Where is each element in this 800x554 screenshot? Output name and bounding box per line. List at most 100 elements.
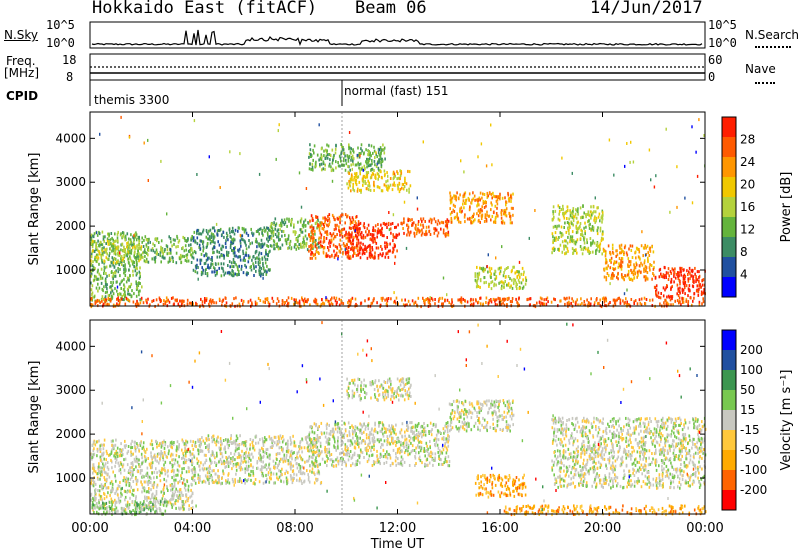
data-cell — [140, 441, 142, 445]
noise-cell — [160, 159, 162, 163]
data-cell — [464, 220, 466, 224]
noise-cell — [239, 152, 241, 156]
data-cell — [183, 503, 186, 506]
data-cell — [117, 493, 119, 497]
data-cell — [261, 245, 264, 249]
data-cell — [279, 457, 282, 461]
colorbar-tick-label: 12 — [740, 223, 755, 237]
data-cell — [485, 296, 488, 300]
data-cell — [308, 444, 310, 448]
data-cell — [300, 479, 303, 483]
data-cell — [359, 221, 362, 225]
data-cell — [499, 297, 501, 301]
data-cell — [683, 279, 685, 283]
data-cell — [669, 298, 672, 302]
data-cell — [180, 474, 182, 478]
data-cell — [670, 280, 673, 284]
data-cell — [310, 252, 312, 256]
data-cell — [93, 447, 95, 451]
data-cell — [679, 282, 681, 286]
data-cell — [612, 298, 615, 302]
data-cell — [496, 202, 499, 206]
data-cell — [138, 270, 141, 274]
data-cell — [447, 219, 450, 223]
data-cell — [290, 221, 293, 225]
data-cell — [595, 216, 598, 220]
data-cell — [579, 206, 582, 210]
data-cell — [485, 219, 488, 223]
data-cell — [359, 245, 361, 249]
data-cell — [216, 271, 218, 274]
data-cell — [500, 213, 503, 217]
data-cell — [116, 297, 118, 301]
data-cell — [270, 471, 272, 475]
data-cell — [199, 258, 202, 262]
data-cell — [377, 229, 379, 233]
data-cell — [92, 467, 95, 471]
data-cell — [102, 238, 105, 242]
data-cell — [127, 445, 130, 448]
data-cell — [307, 459, 310, 463]
data-cell — [386, 226, 388, 229]
data-cell — [99, 447, 102, 451]
data-cell — [624, 244, 627, 248]
data-cell — [392, 248, 395, 252]
data-cell — [310, 153, 312, 156]
data-cell — [131, 470, 134, 474]
noise-cell — [398, 182, 401, 186]
data-cell — [132, 493, 135, 497]
data-cell — [134, 245, 136, 249]
data-cell — [348, 154, 351, 158]
data-cell — [98, 439, 100, 443]
data-cell — [274, 461, 277, 465]
data-cell — [224, 465, 226, 469]
noise-cell — [487, 253, 489, 257]
data-cell — [184, 244, 187, 248]
data-cell — [582, 248, 585, 252]
data-cell — [677, 294, 680, 297]
y-tick-label: 2000 — [55, 219, 86, 233]
data-cell — [141, 236, 143, 240]
data-cell — [101, 466, 103, 470]
data-cell — [155, 439, 157, 443]
data-cell — [266, 257, 269, 261]
data-cell — [479, 191, 482, 195]
data-cell — [247, 260, 250, 264]
data-cell — [371, 171, 374, 175]
data-cell — [458, 220, 460, 224]
data-cell — [422, 223, 424, 227]
data-cell — [357, 153, 360, 157]
data-cell — [127, 292, 129, 296]
data-cell — [171, 491, 174, 495]
data-cell — [93, 504, 96, 508]
data-cell — [264, 451, 266, 455]
data-cell — [186, 440, 189, 444]
data-cell — [516, 274, 519, 278]
data-cell — [235, 464, 238, 468]
data-cell — [312, 254, 315, 258]
data-cell — [117, 484, 120, 488]
data-cell — [252, 262, 254, 266]
data-cell — [234, 261, 236, 265]
data-cell — [96, 454, 98, 458]
data-cell — [181, 500, 183, 503]
data-cell — [124, 274, 127, 277]
data-cell — [209, 241, 212, 245]
data-cell — [147, 483, 149, 486]
data-cell — [253, 448, 256, 452]
noise-cell — [362, 168, 364, 172]
data-cell — [145, 237, 148, 241]
data-cell — [352, 186, 354, 189]
data-cell — [645, 268, 647, 272]
data-cell — [244, 467, 246, 471]
data-cell — [332, 158, 334, 161]
data-cell — [111, 275, 114, 279]
data-cell — [323, 154, 325, 158]
data-cell — [418, 230, 421, 234]
data-cell — [217, 262, 220, 266]
colorbar-tick-label: 28 — [740, 133, 755, 147]
data-cell — [552, 246, 555, 250]
data-cell — [100, 454, 103, 458]
data-cell — [99, 484, 101, 488]
data-cell — [180, 255, 183, 259]
